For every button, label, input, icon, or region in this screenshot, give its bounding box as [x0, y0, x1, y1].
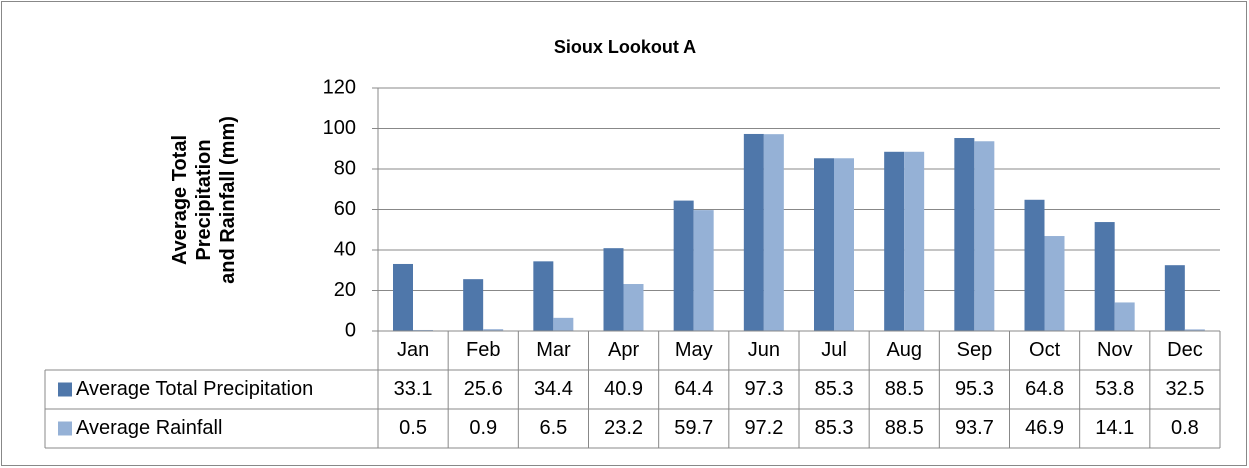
y-tick-label: 20: [334, 279, 356, 301]
y-tick-label: 120: [323, 76, 356, 98]
x-tick-label: Sep: [957, 339, 993, 361]
x-tick-label: Apr: [608, 339, 639, 361]
y-axis-label-line: Precipitation: [193, 139, 215, 260]
table-value: 85.3: [815, 417, 854, 439]
bar: [1184, 329, 1205, 331]
table-value: 32.5: [1165, 378, 1204, 400]
table-value: 25.6: [464, 378, 503, 400]
table-value: 46.9: [1025, 417, 1064, 439]
table-value: 14.1: [1095, 417, 1134, 439]
x-tick-label: Nov: [1097, 339, 1133, 361]
bar: [1114, 302, 1135, 331]
table-value: 59.7: [674, 417, 713, 439]
bar: [463, 279, 484, 331]
table-value: 23.2: [604, 417, 643, 439]
x-tick-label: Dec: [1167, 339, 1203, 361]
bar: [603, 248, 624, 331]
legend-label: Average Rainfall: [76, 417, 222, 439]
legend-swatch: [58, 382, 72, 397]
table-value: 64.8: [1025, 378, 1064, 400]
table-value: 95.3: [955, 378, 994, 400]
y-tick-label: 60: [334, 198, 356, 220]
bar: [834, 158, 854, 331]
bar: [393, 263, 413, 331]
bar: [1044, 236, 1065, 331]
table-value: 0.5: [399, 417, 427, 439]
x-tick-label: Aug: [886, 339, 922, 361]
table-value: 40.9: [604, 378, 643, 400]
x-tick-label: Oct: [1029, 339, 1061, 361]
x-tick-label: Feb: [466, 339, 500, 361]
y-axis-label-line: Average Total: [169, 135, 191, 265]
bar: [533, 261, 554, 331]
bar: [623, 284, 644, 331]
x-tick-label: Jan: [397, 339, 429, 361]
table-value: 93.7: [955, 417, 994, 439]
table-value: 88.5: [885, 378, 924, 400]
table-value: 6.5: [540, 417, 568, 439]
y-tick-label: 40: [334, 238, 356, 260]
table-value: 85.3: [815, 378, 854, 400]
bar: [693, 210, 714, 331]
x-tick-label: Jun: [748, 339, 780, 361]
bar: [743, 133, 764, 331]
y-tick-label: 100: [323, 117, 356, 139]
table-value: 34.4: [534, 378, 573, 400]
bar: [814, 158, 834, 331]
table-value: 97.3: [744, 378, 783, 400]
y-tick-label: 80: [334, 157, 356, 179]
bar: [1094, 222, 1115, 331]
y-tick-label: 0: [345, 319, 356, 341]
y-axis-label-line: and Rainfall (mm): [217, 116, 239, 284]
bar: [1024, 199, 1045, 331]
bar: [974, 141, 995, 331]
bar: [954, 138, 975, 331]
table-value: 97.2: [744, 417, 783, 439]
bar: [904, 151, 925, 331]
x-tick-label: May: [675, 339, 713, 361]
bar: [673, 200, 694, 331]
chart-title: Sioux Lookout A: [554, 37, 696, 57]
table-value: 53.8: [1095, 378, 1134, 400]
legend-swatch: [58, 421, 72, 436]
legend-label: Average Total Precipitation: [76, 378, 313, 400]
x-tick-label: Mar: [536, 339, 571, 361]
bar: [553, 317, 574, 331]
bar: [884, 151, 905, 331]
bar: [763, 134, 784, 331]
table-value: 33.1: [394, 378, 433, 400]
y-axis-label: Average Total Precipitation and Rainfall (…: [169, 116, 239, 284]
bar: [413, 329, 433, 331]
x-tick-label: Jul: [821, 339, 847, 361]
table-value: 64.4: [674, 378, 713, 400]
table-value: 0.9: [469, 417, 497, 439]
bar: [1164, 265, 1185, 331]
table-value: 0.8: [1171, 417, 1199, 439]
table-value: 88.5: [885, 417, 924, 439]
bar: [483, 329, 504, 331]
